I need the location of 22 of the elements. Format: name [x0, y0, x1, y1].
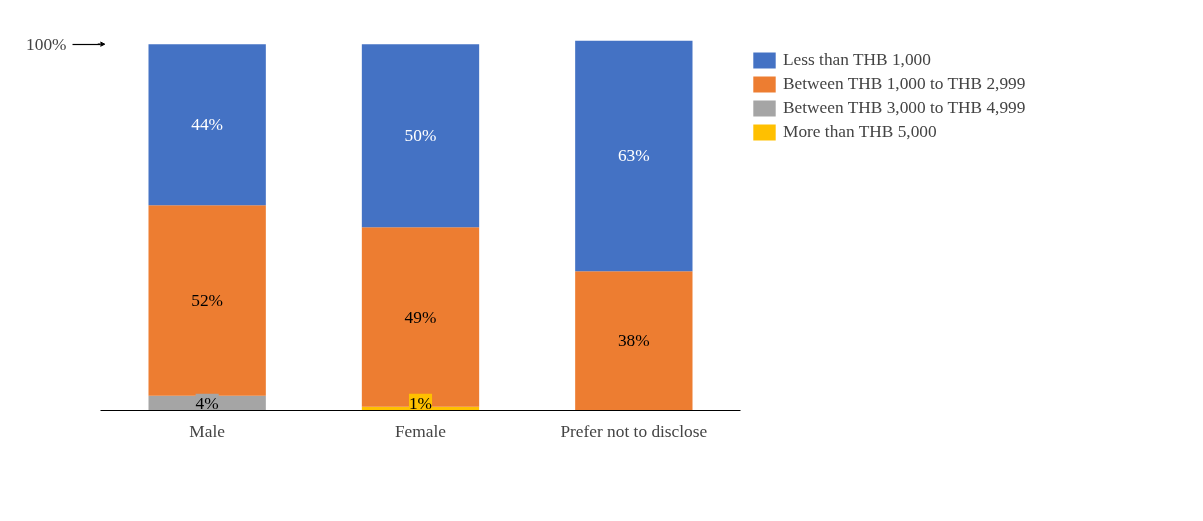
data-label: 38% — [617, 331, 650, 351]
legend-label: Between THB 3,000 to THB 4,999 — [783, 98, 1026, 118]
data-label: 52% — [191, 291, 224, 311]
x-tick-label: Prefer not to disclose — [560, 421, 708, 441]
bar — [361, 227, 480, 407]
legend-label: More than THB 5,000 — [783, 122, 937, 142]
x-tick-label: Male — [189, 421, 226, 441]
data-label: 1% — [408, 393, 433, 413]
data-label: 49% — [404, 307, 437, 327]
bar — [361, 44, 480, 228]
bar — [148, 205, 266, 396]
x-tick-label: Female — [395, 421, 447, 441]
data-label: 44% — [191, 115, 224, 135]
data-label: 63% — [617, 146, 650, 166]
y-tick-label: 100% — [26, 34, 67, 54]
bar — [575, 271, 693, 411]
legend-label: Less than THB 1,000 — [783, 50, 931, 70]
bar — [148, 44, 266, 206]
bar — [575, 40, 693, 272]
data-label: 50% — [404, 126, 437, 146]
data-label: 4% — [195, 393, 219, 413]
legend-label: Between THB 1,000 to THB 2,999 — [783, 74, 1026, 94]
